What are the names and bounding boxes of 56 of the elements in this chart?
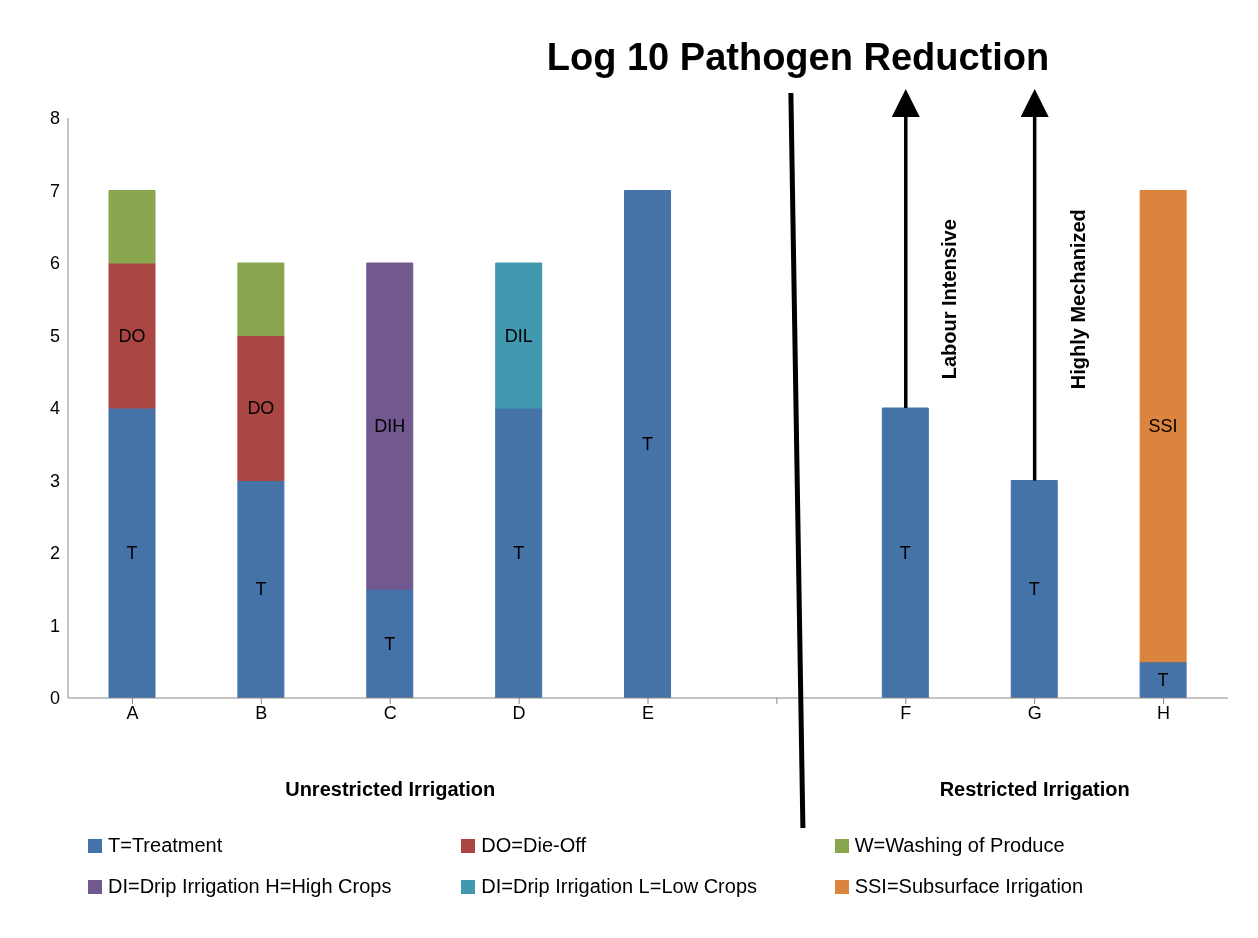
bar xyxy=(1139,661,1187,698)
annotation: Highly Mechanized xyxy=(1066,209,1089,390)
legend-label: T=Treatment xyxy=(108,834,223,857)
bar xyxy=(366,588,414,698)
y-tick-label: 8 xyxy=(49,108,60,129)
data-label: T xyxy=(384,633,396,654)
legend-label: DO=Die-Off xyxy=(481,834,586,857)
text: Restricted Irrigation xyxy=(939,778,1130,800)
x-tick-label: A xyxy=(126,702,139,723)
bar xyxy=(237,262,285,336)
data-label: DO xyxy=(247,398,275,418)
annotation: Labour Intensive xyxy=(937,219,960,380)
data-label: T xyxy=(1157,669,1169,690)
y-tick-label: 2 xyxy=(49,543,60,564)
data-label: T xyxy=(642,434,654,455)
bar xyxy=(237,335,285,481)
bar xyxy=(237,480,285,698)
y-tick-label: 3 xyxy=(49,470,60,491)
x-tick-label: D xyxy=(512,702,526,723)
y-tick-label: 6 xyxy=(49,253,60,274)
x-tick-label: B xyxy=(255,702,268,723)
data-label: DIH xyxy=(374,416,406,437)
bar xyxy=(1010,480,1058,698)
y-tick-label: 7 xyxy=(49,180,60,201)
legend-label: W=Washing of Produce xyxy=(854,834,1065,857)
x-tick-label: E xyxy=(641,702,655,723)
bar xyxy=(108,407,156,698)
legend-label: SSI=Subsurface Irrigation xyxy=(854,875,1084,898)
bar xyxy=(108,190,156,264)
x-tick-label: F xyxy=(900,702,912,723)
x-tick-label: H xyxy=(1157,702,1171,723)
bar xyxy=(366,262,414,590)
bar xyxy=(881,407,929,698)
bar xyxy=(108,262,156,409)
text: Unrestricted Irrigation xyxy=(285,778,496,800)
y-tick-label: 4 xyxy=(49,398,60,419)
y-tick-label: 1 xyxy=(49,615,60,636)
data-label: T xyxy=(255,579,267,600)
data-label: SSI xyxy=(1148,416,1178,437)
data-label: T xyxy=(126,543,138,563)
x-tick-label: G xyxy=(1027,702,1042,723)
chart-title: Log 10 Pathogen Reduction xyxy=(545,36,1051,79)
data-label: T xyxy=(899,543,911,563)
bar xyxy=(624,190,672,698)
x-tick-label: C xyxy=(383,702,397,723)
legend-label: DI=Drip Irrigation H=High Crops xyxy=(108,875,392,898)
data-label: DO xyxy=(118,325,146,346)
bar xyxy=(495,407,543,698)
data-label: T xyxy=(513,543,525,563)
y-tick-label: 5 xyxy=(49,325,60,346)
legend-label: DI=Drip Irrigation L=Low Crops xyxy=(481,875,758,898)
bar xyxy=(1139,190,1187,663)
y-tick-label: 0 xyxy=(49,688,60,709)
data-label: T xyxy=(1028,579,1040,600)
data-label: DIL xyxy=(504,325,533,346)
bar xyxy=(495,262,543,409)
